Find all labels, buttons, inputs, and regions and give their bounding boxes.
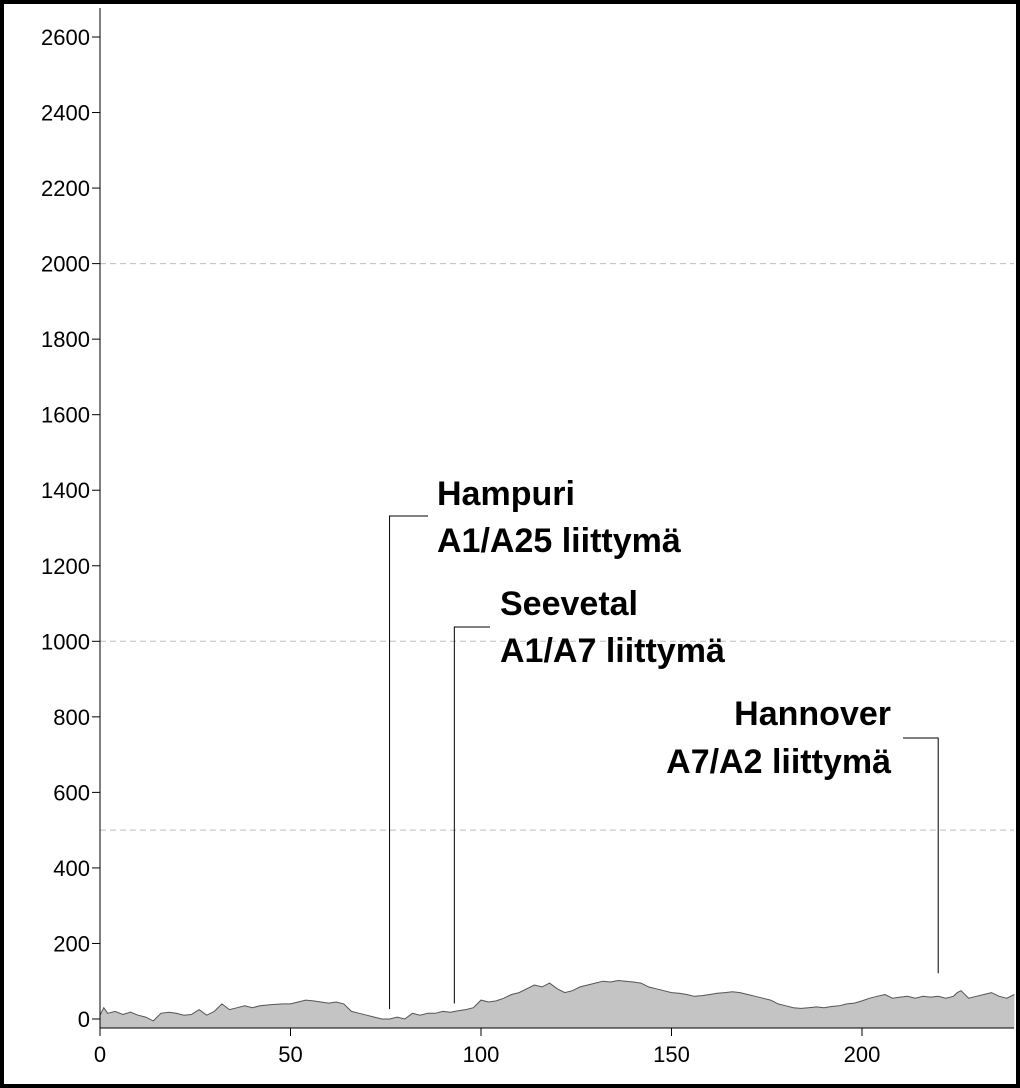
annotation-label: Seevetal xyxy=(500,585,638,623)
axis-layer: 0200400600800100012001400160018002000220… xyxy=(41,8,1014,1067)
annotation-leader-line xyxy=(453,626,490,1004)
grid-layer xyxy=(100,263,1014,831)
x-tick-label: 150 xyxy=(653,1042,690,1067)
elevation-chart: 0200400600800100012001400160018002000220… xyxy=(41,8,1015,1067)
y-tick-label: 800 xyxy=(53,705,90,730)
y-tick-label: 1800 xyxy=(41,327,90,352)
x-tick-label: 200 xyxy=(844,1042,881,1067)
y-tick-label: 1400 xyxy=(41,478,90,503)
y-tick-label: 2600 xyxy=(41,25,90,50)
y-tick-label: 1600 xyxy=(41,403,90,428)
x-tick-label: 0 xyxy=(94,1042,106,1067)
y-tick-label: 2000 xyxy=(41,252,90,277)
annotation-layer: Hampuri A1/A25 liittymä Seevetal A1/A7 liit… xyxy=(389,475,939,1010)
annotation-leader-line xyxy=(903,737,939,974)
annotation-label: A7/A2 liittymä xyxy=(666,743,891,781)
y-tick-label: 2200 xyxy=(41,176,90,201)
elevation-area xyxy=(100,980,1015,1028)
y-tick-label: 1000 xyxy=(41,629,90,654)
annotation-label: Hampuri xyxy=(437,475,575,513)
y-tick-label: 2400 xyxy=(41,101,90,126)
area-layer xyxy=(99,979,1015,1028)
y-tick-label: 1200 xyxy=(41,554,90,579)
x-tick-label: 50 xyxy=(278,1042,302,1067)
elevation-line xyxy=(99,979,1015,1022)
y-tick-label: 200 xyxy=(53,931,90,956)
annotation-label: Hannover xyxy=(734,695,891,733)
x-tick-label: 100 xyxy=(463,1042,500,1067)
y-tick-label: 0 xyxy=(78,1007,90,1032)
annotation-leader-line xyxy=(389,515,428,1010)
annotation-label: A1/A7 liittymä xyxy=(500,632,725,670)
y-tick-label: 600 xyxy=(53,780,90,805)
annotation-label: A1/A25 liittymä xyxy=(437,522,681,560)
y-tick-label: 400 xyxy=(53,856,90,881)
